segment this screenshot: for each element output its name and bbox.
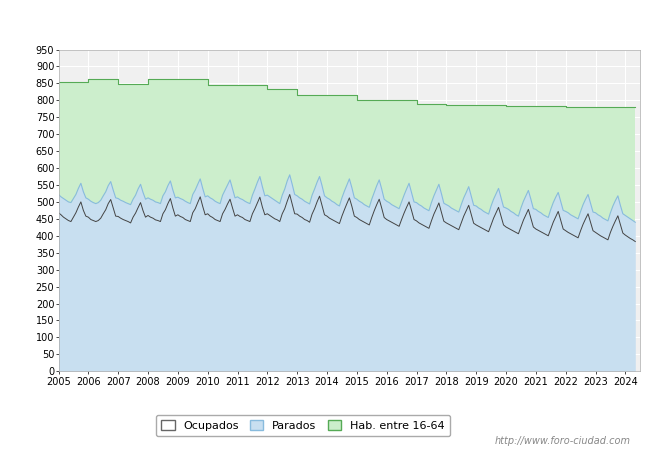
Text: Jerte - Evolucion de la poblacion en edad de Trabajar Mayo de 2024: Jerte - Evolucion de la poblacion en eda… [99, 19, 551, 32]
Legend: Ocupados, Parados, Hab. entre 16-64: Ocupados, Parados, Hab. entre 16-64 [155, 415, 450, 436]
Text: http://www.foro-ciudad.com: http://www.foro-ciudad.com [495, 436, 630, 446]
